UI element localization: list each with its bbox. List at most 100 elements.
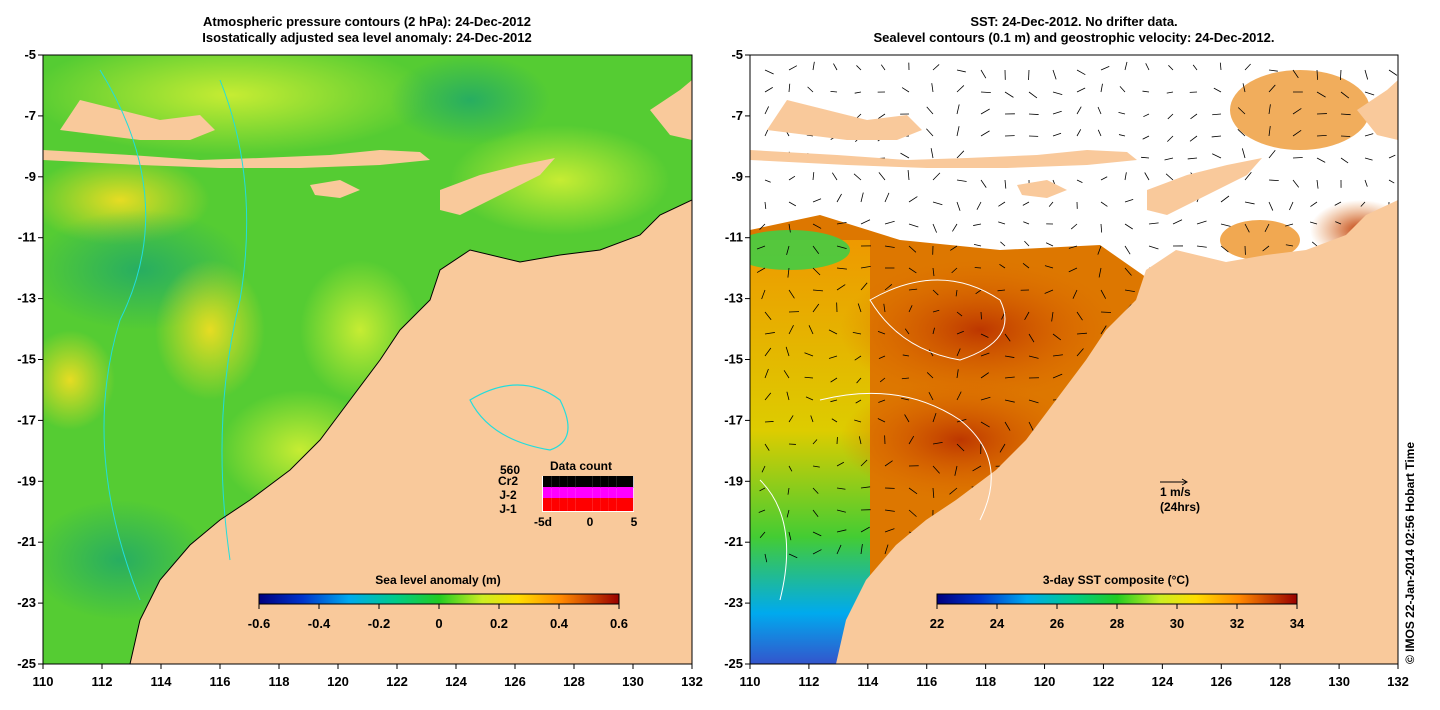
velocity-arrow <box>1316 69 1318 80</box>
sst-colorbar-label: 3-day SST composite (°C) <box>1043 573 1189 587</box>
velocity-arrow <box>926 128 934 137</box>
velocity-arrow <box>904 328 910 335</box>
velocity-arrow <box>764 347 772 357</box>
count-bar-cr2 <box>584 476 593 488</box>
velocity-arrow <box>884 528 895 533</box>
left-lat-label: -17 <box>17 412 36 427</box>
left-lon-label: 110 <box>33 674 54 689</box>
velocity-arrow <box>956 179 967 182</box>
left-axes: 110 112 114 116 118 120 122 124 126 128 130 132 -5 -7… <box>17 47 703 689</box>
velocity-arrow <box>956 126 960 137</box>
velocity-arrow <box>1000 241 1006 247</box>
sst-colorbar-tick-label: 32 <box>1230 616 1244 631</box>
velocity-arrow <box>764 128 769 137</box>
velocity-arrow <box>830 399 838 403</box>
velocity-arrow <box>1024 240 1030 247</box>
right-lat-label: -17 <box>724 412 743 427</box>
velocity-arrow <box>884 220 895 225</box>
velocity-arrow <box>932 223 937 233</box>
data-count-bars <box>543 476 634 511</box>
velocity-arrow <box>1268 69 1278 72</box>
velocity-arrow <box>951 267 958 274</box>
left-lat-label: -23 <box>17 595 36 610</box>
velocity-arrow <box>1244 172 1252 181</box>
velocity-arrow <box>1187 157 1198 160</box>
velocity-arrow <box>932 465 940 474</box>
velocity-arrow <box>1004 421 1011 431</box>
velocity-arrow <box>1289 201 1294 211</box>
velocity-arrow <box>950 245 958 251</box>
right-lon-label: 122 <box>1093 674 1115 689</box>
velocity-arrow <box>764 179 771 183</box>
velocity-arrow <box>1244 201 1255 205</box>
count-bar-j2 <box>543 487 552 498</box>
island-ne <box>650 80 692 140</box>
velocity-arrow <box>788 465 793 472</box>
velocity-arrow <box>1340 113 1351 116</box>
count-bar-cr2 <box>625 476 634 488</box>
velocity-arrow <box>980 396 991 401</box>
velocity-arrow <box>1311 241 1318 247</box>
velocity-arrow <box>1190 113 1198 120</box>
velocity-arrow <box>1118 111 1126 115</box>
right-lon-label: 124 <box>1152 674 1174 689</box>
velocity-arrow <box>932 487 935 498</box>
count-bar-j2 <box>625 487 634 498</box>
velocity-arrow <box>1264 223 1270 233</box>
velocity-arrow <box>858 436 862 445</box>
right-lat-label: -25 <box>724 656 743 671</box>
velocity-arrow <box>932 327 935 335</box>
velocity-arrow <box>908 267 917 274</box>
velocity-arrow <box>1004 179 1007 189</box>
velocity-arrow <box>908 223 919 228</box>
left-lon-label: 126 <box>504 674 526 689</box>
right-lon-label: 120 <box>1034 674 1056 689</box>
count-bar-j1 <box>584 498 593 511</box>
velocity-arrow <box>1237 107 1246 115</box>
velocity-arrow <box>759 487 766 492</box>
velocity-arrow <box>975 289 982 295</box>
velocity-arrow <box>980 179 987 188</box>
velocity-arrow <box>956 391 962 401</box>
velocity-arrow <box>764 421 774 423</box>
velocity-arrow <box>1167 113 1174 120</box>
velocity-arrow <box>980 352 990 357</box>
velocity-arrow <box>932 172 941 181</box>
velocity-arrow <box>836 222 847 225</box>
velocity-arrow <box>1316 134 1327 137</box>
right-axes: 110 112 114 116 118 120 122 124 126 128 130 132 -5 -7… <box>724 47 1409 689</box>
velocity-arrow <box>1023 221 1030 225</box>
velocity-arrow <box>1244 63 1251 71</box>
velocity-arrow <box>1196 220 1207 225</box>
velocity-arrow <box>860 282 868 291</box>
velocity-arrow <box>828 329 838 335</box>
velocity-arrow <box>1340 69 1342 81</box>
left-lon-label: 122 <box>386 674 408 689</box>
velocity-arrow <box>1340 157 1349 164</box>
count-bar-cr2 <box>592 476 601 488</box>
velocity-arrow <box>980 372 989 379</box>
velocity-arrow <box>956 443 965 452</box>
java-island <box>60 100 215 140</box>
count-bar-j1 <box>616 498 625 511</box>
velocity-arrow <box>980 130 990 137</box>
velocity-arrow <box>1028 399 1039 404</box>
velocity-arrow <box>932 267 935 277</box>
velocity-arrow <box>1292 108 1302 115</box>
velocity-arrow <box>1268 126 1271 137</box>
velocity-arrow <box>758 509 766 513</box>
velocity-arrow <box>928 392 934 401</box>
sumba-island <box>310 180 360 198</box>
count-bar-j1 <box>592 498 601 511</box>
velocity-arrow <box>1004 355 1015 358</box>
velocity-arrow <box>1364 157 1373 161</box>
velocity-arrow <box>997 289 1006 292</box>
coastline <box>129 199 692 664</box>
velocity-arrow <box>1076 179 1083 183</box>
velocity-arrow <box>1100 289 1107 299</box>
timor-island <box>1147 158 1262 215</box>
velocity-arrow <box>1052 354 1063 357</box>
left-title-line2: Isostatically adjusted sea level anomaly… <box>202 30 532 45</box>
velocity-arrow <box>812 531 822 537</box>
